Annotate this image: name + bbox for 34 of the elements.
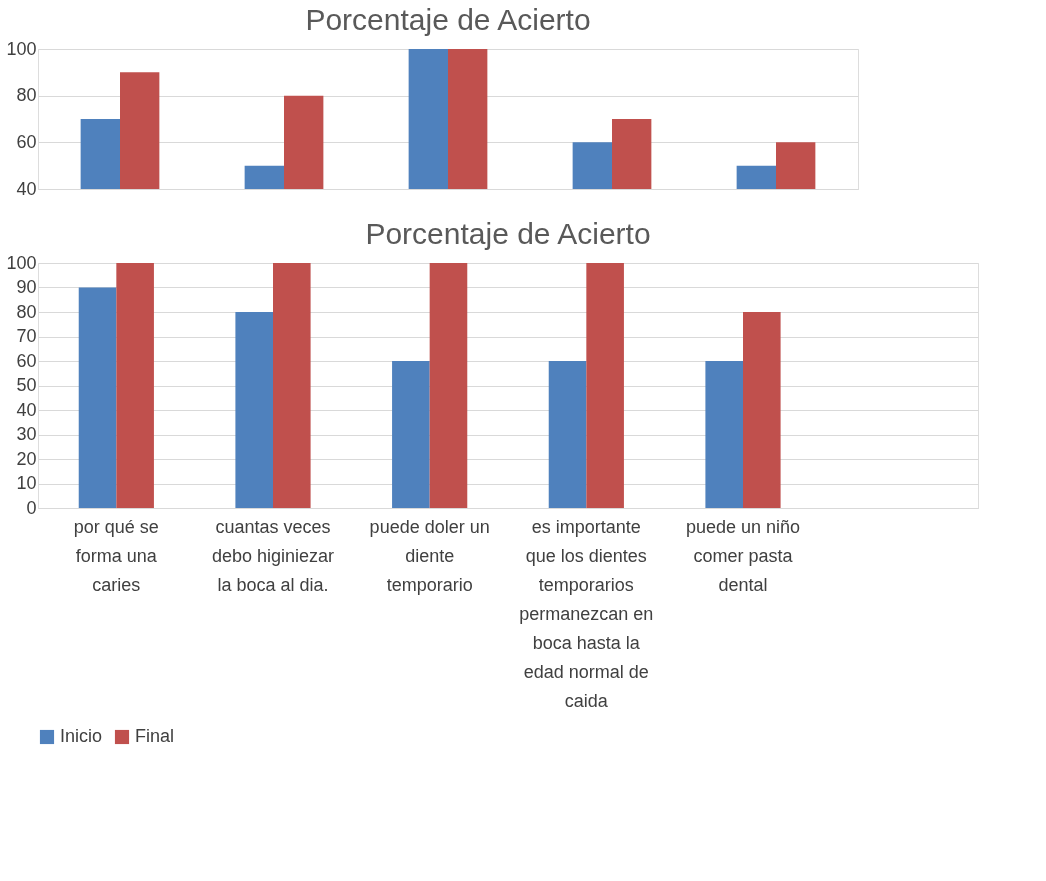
y-tick-label: 0	[26, 497, 37, 518]
y-tick-label: 60	[16, 350, 37, 371]
bar	[743, 312, 781, 508]
y-tick-label: 60	[16, 131, 37, 152]
bar	[116, 263, 154, 508]
bar	[392, 361, 430, 508]
bar	[705, 361, 743, 508]
bar	[429, 263, 468, 508]
x-tick-label: por qué se forma una caries	[73, 516, 159, 595]
y-tick-label: 10	[16, 473, 37, 493]
y-tick-label: 100	[6, 252, 37, 273]
bar	[235, 312, 273, 508]
y-tick-label: 50	[16, 375, 37, 395]
x-tick-label: puede doler un diente temporario	[369, 516, 490, 595]
bar	[548, 361, 587, 508]
x-tick-label: cuantas veces debo higiniezar la boca al dia.	[211, 516, 335, 595]
y-tick-label: 30	[16, 424, 37, 444]
y-tick-label: 80	[16, 85, 37, 106]
y-tick-label: 90	[16, 277, 37, 297]
y-tick-label: 70	[16, 326, 37, 346]
chart-title: Porcentaje de Acierto	[305, 3, 591, 36]
y-tick-label: 40	[16, 178, 37, 199]
y-tick-label: 40	[16, 399, 37, 420]
bar	[78, 287, 117, 508]
legend-label: Final	[135, 726, 175, 746]
y-tick-label: 20	[16, 448, 37, 469]
y-tick-label: 80	[16, 301, 37, 322]
bar	[586, 263, 624, 508]
x-tick-label: puede un niño comer pasta dental	[685, 516, 801, 595]
bar	[273, 263, 311, 508]
legend-label: Inicio	[60, 726, 103, 746]
x-tick-label: es importante que los dientes temporarios permanezcan en boca hasta la edad normal de caida	[519, 516, 654, 711]
chart-title: Porcentaje de Acierto	[365, 217, 651, 250]
y-tick-label: 100	[6, 38, 37, 59]
